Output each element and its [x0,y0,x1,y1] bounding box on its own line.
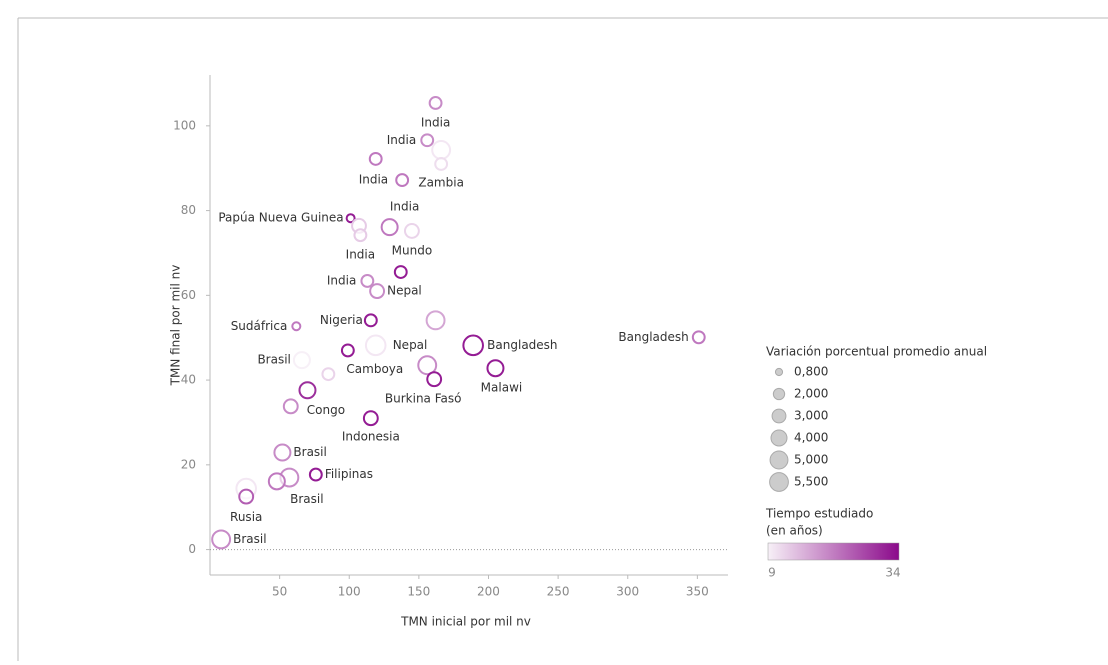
point-label: Nepal [393,338,428,352]
size-legend-swatch [772,387,786,401]
size-legend-label: 4,000 [794,431,828,445]
bubble [321,367,336,382]
bubble [426,371,443,388]
bubble [298,381,317,400]
bubble [364,334,387,357]
y-axis-label: TMN final por mil nv [169,265,183,387]
point-label: Mundo [392,243,433,257]
bubble [395,173,410,188]
point-label: Bangladesh [618,330,688,344]
bubble [362,410,379,427]
x-tick-label: 350 [686,585,709,599]
x-tick-label: 300 [616,585,639,599]
bubble [428,96,443,110]
bubble [434,157,449,171]
bubble [368,151,383,166]
bubble [420,133,435,148]
bubble [211,529,232,550]
x-tick-label: 50 [272,585,287,599]
bubble [340,343,355,358]
point-label: India [327,273,356,287]
point-label: India [359,173,388,187]
y-tick-label: 60 [181,288,196,302]
bubble [360,273,375,288]
x-tick-label: 200 [477,585,500,599]
color-legend-max: 34 [885,566,900,580]
bubble [403,223,420,239]
bubble [273,443,292,462]
point-label: Bangladesh [487,338,557,352]
y-tick-label: 40 [181,373,196,387]
point-label: India [390,200,419,214]
size-legend-label: 5,500 [794,475,828,489]
bubble [691,330,706,345]
bubble [417,355,438,376]
point-label: Papúa Nueva Guinea [218,211,343,225]
bubble [282,398,299,415]
x-tick-label: 150 [407,585,430,599]
bubble [462,334,484,357]
point-label: Brasil [293,445,326,459]
point-label: Nepal [387,284,422,298]
x-tick-label: 250 [547,585,570,599]
bubble [291,321,302,332]
size-legend-swatch [770,429,788,447]
point-label: Rusia [230,510,262,524]
size-legend-swatch [769,472,789,492]
point-label: Malawi [481,381,523,395]
bubble [238,488,255,505]
bubble [369,283,386,300]
point-label: India [421,115,450,129]
bubble [267,472,286,491]
point-label: India [346,248,375,262]
bubble [345,213,356,224]
bubble [393,265,408,279]
bubble [363,313,378,328]
color-legend-min: 9 [768,566,776,580]
size-legend-label: 0,800 [794,365,828,379]
size-legend-label: 5,000 [794,453,828,467]
point-label: Brasil [257,353,290,367]
color-legend-title: Tiempo estudiado [765,507,873,521]
point-label: Filipinas [325,467,373,481]
size-legend-swatch [771,408,787,424]
y-tick-label: 80 [181,203,196,217]
size-legend-swatch [774,367,784,377]
bubble [380,218,399,237]
x-tick-label: 100 [338,585,361,599]
point-label: Sudáfrica [231,319,288,333]
y-tick-label: 100 [173,118,196,132]
point-label: Brasil [290,492,323,506]
bubble [431,140,452,160]
bubble [486,359,505,378]
point-label: Indonesia [342,430,400,444]
size-legend-label: 2,000 [794,387,828,401]
bubble [292,351,311,370]
y-tick-label: 20 [181,457,196,471]
size-legend-swatch [769,450,789,470]
point-label: Burkina Fasó [385,392,462,406]
bubble [308,467,323,482]
color-legend-bar [767,542,900,561]
color-legend-title: (en años) [766,524,823,538]
point-label: Zambia [418,175,464,189]
point-label: Brasil [233,532,266,546]
x-axis-label: TMN inicial por mil nv [400,615,531,629]
bubble [425,310,446,331]
size-legend-label: 3,000 [794,409,828,423]
size-legend-title: Variación porcentual promedio anual [766,345,987,359]
point-label: India [387,133,416,147]
point-label: Nigeria [320,313,363,327]
point-label: Congo [307,403,345,417]
bubble [353,228,368,243]
y-tick-label: 0 [188,542,196,556]
point-label: Camboya [346,362,403,376]
